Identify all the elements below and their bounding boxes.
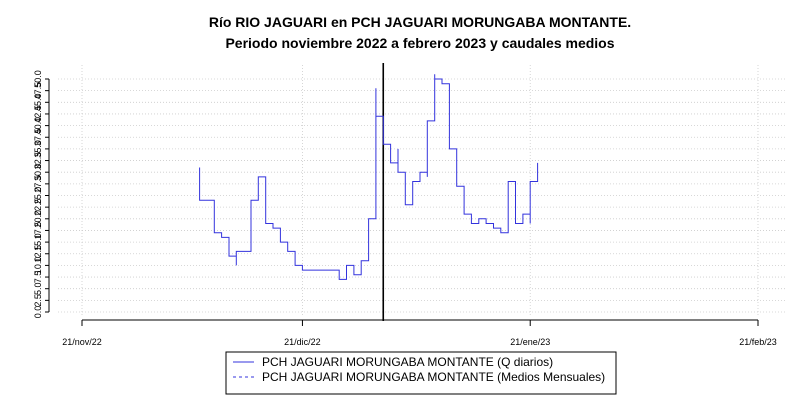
y-tick-label: 40.0 [33, 117, 43, 135]
series-line-q-diarios [199, 74, 539, 280]
x-tick-label: 21/dic/22 [284, 337, 321, 347]
y-tick-label: 2.5 [33, 294, 43, 307]
series-layer [199, 74, 539, 280]
y-tick-label: 45.0 [33, 94, 43, 112]
x-tick-label: 21/nov/22 [62, 337, 102, 347]
legend: PCH JAGUARI MORUNGABA MONTANTE (Q diario… [225, 351, 617, 395]
y-tick-label: 25.0 [33, 187, 43, 205]
y-tick-label: 10.0 [33, 257, 43, 275]
y-tick-label: 20.0 [33, 210, 43, 228]
grid [58, 65, 785, 316]
y-tick-label: 12.5 [33, 245, 43, 263]
y-tick-label: 35.0 [33, 140, 43, 158]
x-tick-label: 21/feb/23 [739, 337, 777, 347]
chart-title: Río RIO JAGUARI en PCH JAGUARI MORUNGABA… [209, 14, 631, 30]
y-tick-label: 5.0 [33, 282, 43, 295]
x-tick-label: 21/ene/23 [510, 337, 550, 347]
y-tick-label: 32.5 [33, 152, 43, 170]
y-tick-label: 7.5 [33, 271, 43, 284]
y-tick-label: 0.0 [33, 306, 43, 319]
y-tick-label: 42.5 [33, 105, 43, 123]
chart-subtitle: Periodo noviembre 2022 a febrero 2023 y … [225, 35, 614, 51]
y-tick-label: 22.5 [33, 198, 43, 216]
legend-label: PCH JAGUARI MORUNGABA MONTANTE (Medios M… [262, 370, 605, 384]
axes: 0.02.55.07.510.012.515.017.520.022.525.0… [33, 70, 777, 347]
y-tick-label: 30.0 [33, 163, 43, 181]
legend-label: PCH JAGUARI MORUNGABA MONTANTE (Q diario… [262, 355, 553, 369]
y-tick-label: 17.5 [33, 222, 43, 240]
y-tick-label: 47.5 [33, 82, 43, 100]
y-tick-label: 37.5 [33, 128, 43, 146]
y-tick-label: 27.5 [33, 175, 43, 193]
legend-box [225, 351, 617, 395]
y-tick-label: 50.0 [33, 70, 43, 88]
y-tick-label: 15.0 [33, 233, 43, 251]
